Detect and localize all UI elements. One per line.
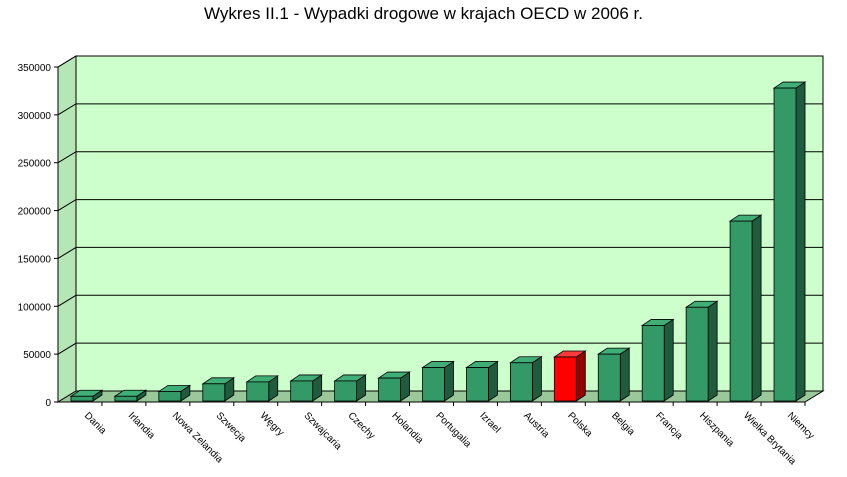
bar-front xyxy=(334,380,358,402)
x-category-label: Hiszpania xyxy=(697,410,736,449)
bar-front xyxy=(246,381,270,402)
bar xyxy=(509,356,543,402)
y-tick-label: 150000 xyxy=(18,254,52,265)
y-tick-label: 200000 xyxy=(18,207,52,218)
x-category-label: Portugalia xyxy=(433,410,473,450)
gridline xyxy=(57,151,823,164)
bar xyxy=(377,371,411,402)
y-tick-label: 50000 xyxy=(23,350,51,361)
bar-front xyxy=(685,306,709,402)
bar-front xyxy=(422,367,445,402)
bar xyxy=(728,214,763,402)
bar-front xyxy=(729,220,753,402)
y-tick-label: 300000 xyxy=(18,111,52,122)
plot-left-wall xyxy=(57,55,77,403)
bar-front xyxy=(378,377,401,402)
bar-front xyxy=(202,383,226,402)
y-tick-label: 0 xyxy=(45,398,51,409)
x-category-label: Szwajcaria xyxy=(302,410,344,452)
bar-side xyxy=(751,214,762,402)
bar-side xyxy=(619,347,630,402)
gridline xyxy=(57,246,823,259)
bar-side xyxy=(795,81,806,402)
bar xyxy=(69,389,104,402)
bar xyxy=(640,318,675,402)
bar xyxy=(465,360,499,402)
x-category-label: Austria xyxy=(521,410,551,440)
x-category-label: Izrael xyxy=(477,410,502,435)
bar-side xyxy=(488,360,498,402)
bar-side xyxy=(444,360,454,402)
bar xyxy=(772,81,807,402)
y-axis: 0 50000 100000 150000 200000 250000 300000 3500… xyxy=(18,63,59,409)
x-category-label: Holandia xyxy=(389,410,425,446)
x-category-label: Polska xyxy=(565,410,594,439)
x-category-label: Francja xyxy=(653,410,685,442)
gridline xyxy=(57,55,823,68)
gridline xyxy=(57,342,823,355)
x-category-label: Szwecja xyxy=(214,410,248,444)
y-tick-label: 250000 xyxy=(18,159,52,170)
bar-front xyxy=(509,362,533,402)
bar-front xyxy=(466,367,489,402)
bar xyxy=(684,300,719,402)
bar-front xyxy=(773,87,797,402)
bar-front xyxy=(641,325,665,402)
bar-side xyxy=(707,300,718,402)
gridline xyxy=(57,294,823,307)
x-category-label: Węgry xyxy=(258,410,286,438)
x-category-label: Czechy xyxy=(345,410,376,441)
bar-front xyxy=(158,391,182,402)
y-tick-label: 100000 xyxy=(18,302,52,313)
bar-front xyxy=(290,380,314,402)
x-category-label: Irlandia xyxy=(126,410,157,441)
x-category-label: Belgia xyxy=(609,410,637,438)
bar xyxy=(245,375,280,402)
bar-front xyxy=(70,395,94,402)
chart-title: Wykres II.1 - Wypadki drogowe w krajach … xyxy=(203,4,643,23)
bar xyxy=(333,374,367,402)
bar-front xyxy=(553,356,577,402)
bar-side xyxy=(663,318,674,402)
bar xyxy=(157,384,192,402)
gridlines xyxy=(57,55,823,355)
bar xyxy=(289,374,323,402)
bar-side xyxy=(575,350,586,402)
gridline xyxy=(57,199,823,211)
bar xyxy=(113,389,148,402)
bar-side xyxy=(531,356,542,402)
bar xyxy=(421,360,455,402)
bars xyxy=(69,81,807,402)
bar-front xyxy=(114,395,138,402)
x-category-label: Niemcy xyxy=(785,410,816,441)
bar xyxy=(596,347,631,402)
x-category-label: Dania xyxy=(82,410,109,437)
bar xyxy=(201,377,236,402)
y-tick-label: 350000 xyxy=(18,63,52,74)
bar-front xyxy=(597,353,621,402)
bar xyxy=(553,350,587,402)
gridline xyxy=(57,103,823,116)
plot-walls xyxy=(56,55,825,403)
